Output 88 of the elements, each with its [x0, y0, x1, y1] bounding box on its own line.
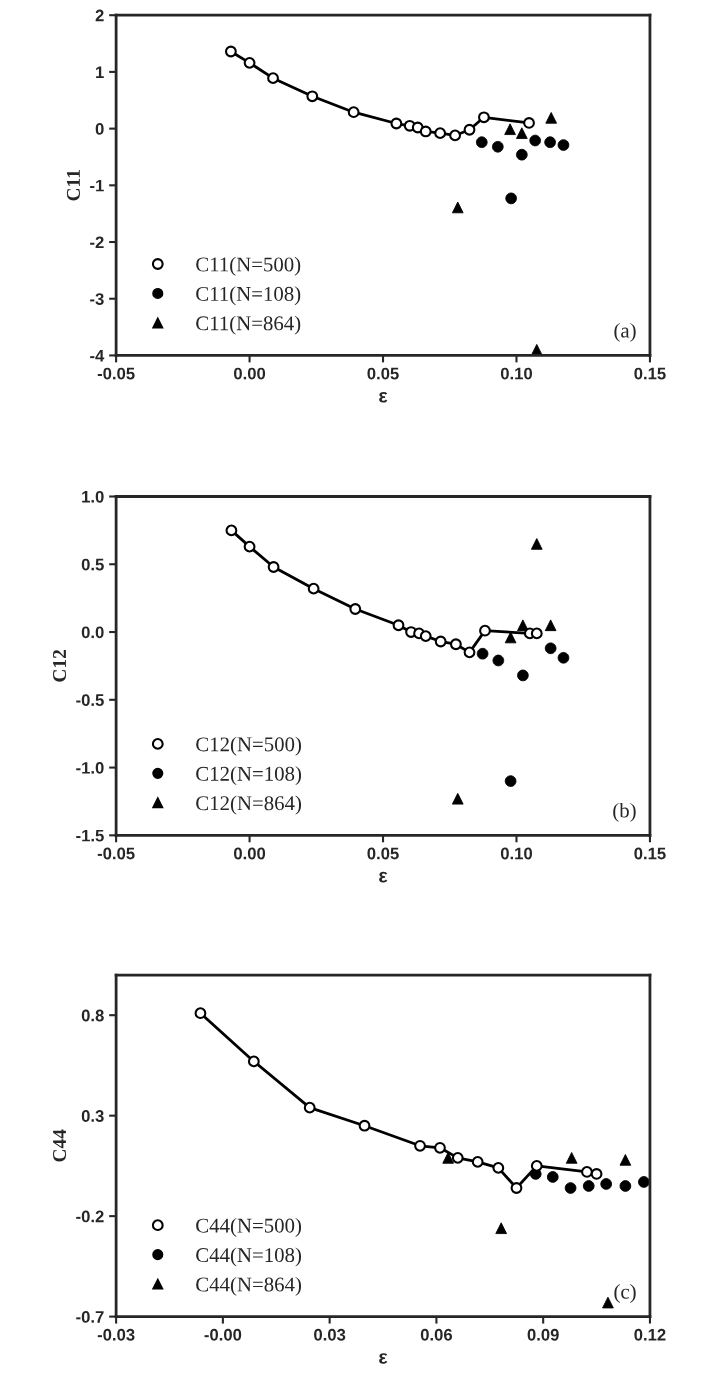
point [523, 117, 535, 129]
point [419, 630, 432, 642]
point [306, 90, 319, 103]
point [581, 1166, 593, 1178]
point [303, 1101, 316, 1114]
point [471, 1155, 484, 1168]
legend-label: C12(N=864) [196, 795, 302, 815]
y-tick-label: -1 [90, 179, 104, 192]
x-tick-label: 0.12 [634, 1328, 666, 1341]
x-tick-label: -0.05 [97, 847, 135, 860]
y-axis-title: C11 [66, 170, 80, 201]
point [510, 1182, 523, 1194]
y-tick-label: 1 [96, 66, 104, 78]
x-tick-label: -0.03 [97, 1328, 135, 1341]
y-tick-label: 0.0 [81, 626, 104, 639]
y-tick-label: 0.8 [81, 1009, 104, 1022]
x-tick-label: 0.09 [527, 1328, 559, 1341]
point [358, 1119, 371, 1132]
point [449, 129, 461, 142]
y-tick-label: -0.5 [76, 694, 104, 706]
x-tick-label: -0.05 [97, 367, 135, 380]
point [530, 1160, 543, 1172]
point [463, 646, 476, 659]
x-axis-title: ε [379, 391, 388, 403]
point [479, 624, 491, 637]
point [414, 1139, 426, 1152]
x-tick-label: 0.05 [367, 847, 399, 860]
x-tick-label: 0.10 [500, 847, 533, 860]
point [492, 1162, 505, 1174]
point [419, 125, 432, 138]
legend-label: C11(N=108) [196, 286, 301, 306]
point [224, 45, 237, 58]
point [390, 117, 403, 130]
point [243, 540, 256, 553]
legend-label: C12(N=500) [196, 736, 302, 756]
x-tick-label: 0.00 [234, 367, 266, 380]
x-tick-label: 0.15 [634, 847, 666, 860]
y-tick-label: 0.3 [81, 1110, 104, 1122]
y-tick-label: -1.0 [76, 761, 104, 774]
x-tick-label: 0.15 [634, 367, 666, 380]
y-tick-label: -3 [90, 293, 104, 305]
legend-label: C44(N=500) [196, 1218, 302, 1237]
y-tick-label: -0.7 [76, 1311, 104, 1323]
x-tick-label: 0.06 [420, 1328, 453, 1341]
x-tick-label: 0.00 [234, 847, 266, 860]
point [590, 1168, 603, 1180]
point [267, 561, 280, 573]
x-axis-title: ε [379, 871, 388, 883]
y-tick-label: 0.5 [81, 558, 104, 571]
point [307, 582, 320, 595]
y-tick-label: 2 [95, 9, 104, 22]
y-tick-label: -1.5 [76, 829, 104, 842]
y-tick-label: 0 [95, 123, 104, 135]
annotation: (a) [614, 322, 636, 342]
point [449, 638, 462, 651]
y-tick-label: -0.2 [76, 1210, 104, 1223]
point [434, 127, 447, 140]
annotation: (c) [614, 1284, 636, 1303]
point [478, 111, 490, 124]
annotation: (b) [613, 802, 636, 822]
point [194, 1007, 207, 1020]
point [347, 106, 360, 119]
y-axis-title: C12 [53, 650, 67, 682]
legend-label: C11(N=864) [196, 315, 301, 335]
point [434, 635, 447, 648]
y-tick-label: -4 [90, 350, 105, 362]
x-axis-title: ε [379, 1353, 388, 1364]
point [451, 1151, 464, 1164]
legend-label: C44(N=864) [196, 1276, 302, 1296]
point [247, 1055, 260, 1068]
x-tick-label: 0.05 [367, 367, 399, 380]
point [463, 123, 476, 136]
point [530, 627, 543, 640]
point [225, 524, 238, 537]
y-tick-label: 1.0 [82, 490, 104, 503]
x-tick-label: 0.03 [314, 1328, 346, 1341]
legend-label: C44(N=108) [196, 1247, 302, 1267]
y-tick-label: -2 [90, 236, 104, 249]
y-axis-title: C44 [53, 1129, 67, 1162]
point [243, 56, 256, 69]
point [392, 619, 405, 632]
point [349, 603, 362, 615]
x-tick-label: 0.10 [500, 367, 533, 380]
point [434, 1141, 446, 1154]
x-tick-label: -0.00 [204, 1328, 242, 1341]
legend-label: C11(N=500) [196, 256, 301, 276]
point [267, 72, 279, 85]
legend-label: C12(N=108) [196, 766, 302, 786]
